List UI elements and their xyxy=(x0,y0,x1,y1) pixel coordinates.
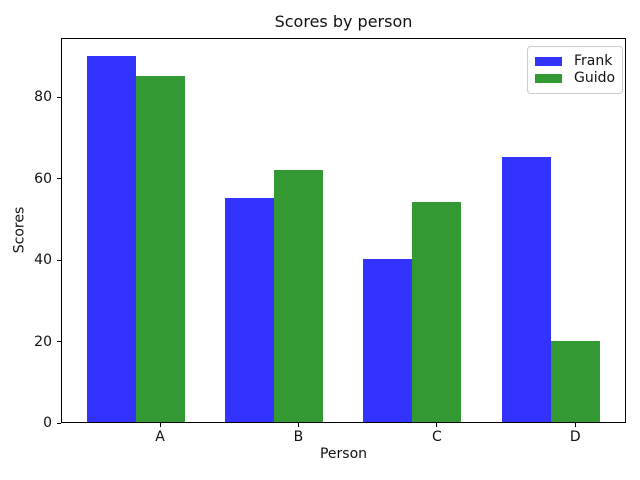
bar-guido-A xyxy=(135,76,185,422)
y-tick-label: 0 xyxy=(43,415,52,431)
x-tick-mark xyxy=(574,423,576,427)
bar-guido-B xyxy=(273,169,323,422)
bar-frank-B xyxy=(224,198,274,422)
x-tick-mark xyxy=(436,423,438,427)
bar-frank-C xyxy=(363,259,413,422)
bar-guido-D xyxy=(550,340,600,422)
x-tick-label: D xyxy=(569,429,581,445)
legend-row-frank: Frank xyxy=(535,53,615,70)
x-tick-mark xyxy=(159,423,161,427)
legend-swatch-guido xyxy=(535,74,562,83)
x-tick-mark xyxy=(297,423,299,427)
y-tick-label: 60 xyxy=(34,170,52,187)
y-tick-label: 20 xyxy=(34,333,52,350)
legend-label-frank: Frank xyxy=(574,53,613,69)
bar-frank-A xyxy=(86,55,136,422)
bar-frank-D xyxy=(501,157,551,422)
chart-title: Scores by person xyxy=(274,12,413,31)
y-tick-mark xyxy=(57,422,61,424)
y-tick-label: 40 xyxy=(34,252,52,269)
y-tick-mark xyxy=(57,341,61,343)
x-tick-label: A xyxy=(155,429,165,445)
legend-row-guido: Guido xyxy=(535,70,615,87)
legend-items: Frank Guido xyxy=(535,53,615,87)
y-tick-mark xyxy=(57,96,61,98)
legend: Frank Guido xyxy=(527,46,624,94)
y-tick-mark xyxy=(57,178,61,180)
bar-guido-C xyxy=(412,202,462,422)
x-axis-label: Person xyxy=(319,446,368,462)
y-tick-label: 80 xyxy=(34,89,52,106)
x-tick-label: B xyxy=(293,429,304,445)
y-axis-label-text: Scores xyxy=(11,206,28,254)
x-tick-label: C xyxy=(431,429,442,445)
legend-swatch-frank xyxy=(535,57,562,66)
legend-label-guido: Guido xyxy=(574,70,616,86)
y-tick-mark xyxy=(57,259,61,261)
